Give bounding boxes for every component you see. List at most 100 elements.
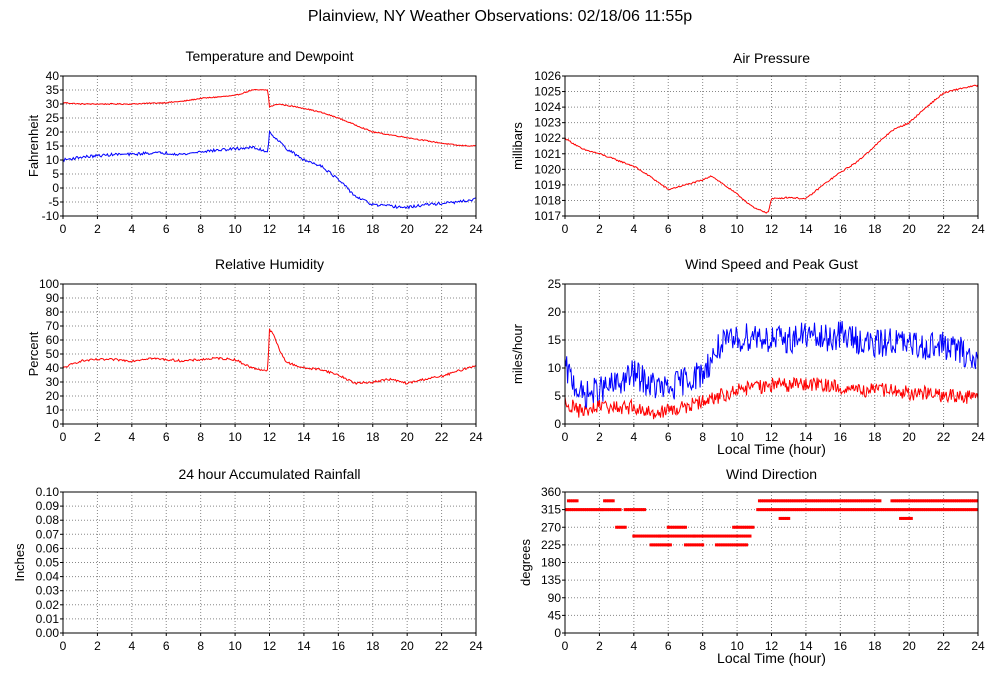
direction-point [717, 543, 721, 547]
direction-point [768, 499, 772, 503]
direction-point [779, 499, 783, 503]
direction-point [591, 508, 595, 512]
y-tick-label: 0 [554, 417, 561, 431]
x-tick-label: 8 [699, 222, 706, 236]
y-tick-label: 70 [46, 319, 60, 333]
direction-point [694, 534, 698, 538]
direction-point [797, 508, 801, 512]
direction-point [582, 508, 586, 512]
direction-point [792, 499, 796, 503]
direction-point [660, 543, 664, 547]
x-tick-label: 6 [163, 430, 170, 444]
direction-point [696, 534, 700, 538]
direction-point [899, 499, 903, 503]
direction-point [762, 499, 766, 503]
direction-point [703, 534, 707, 538]
y-axis-label: Fahrenheit [26, 115, 41, 178]
direction-point [933, 499, 937, 503]
direction-point [589, 508, 593, 512]
direction-point [934, 508, 938, 512]
plot-area [63, 328, 476, 386]
direction-point [711, 534, 715, 538]
x-tick-label: 18 [868, 222, 882, 236]
direction-point [777, 508, 781, 512]
y-tick-label: 0.07 [36, 527, 60, 541]
y-tick-label: 270 [541, 520, 561, 534]
direction-point [871, 499, 875, 503]
x-tick-label: 6 [665, 430, 672, 444]
direction-point [857, 508, 861, 512]
direction-point [974, 499, 978, 503]
direction-point [820, 508, 824, 512]
direction-point [738, 525, 742, 529]
x-tick-label: 4 [128, 430, 135, 444]
direction-point [778, 516, 782, 520]
direction-point [775, 499, 779, 503]
x-tick-label: 24 [469, 430, 483, 444]
y-tick-label: 0.10 [36, 485, 60, 499]
x-tick-label: 14 [297, 222, 311, 236]
direction-point [914, 499, 918, 503]
y-tick-label: 10 [46, 403, 60, 417]
y-tick-label: 1022 [534, 131, 561, 145]
direction-point [716, 534, 720, 538]
x-tick-label: 18 [366, 639, 380, 653]
direction-point [696, 543, 700, 547]
x-tick-label: 8 [197, 430, 204, 444]
direction-point [609, 508, 613, 512]
direction-point [739, 534, 743, 538]
y-tick-label: 1017 [534, 209, 561, 223]
direction-point [785, 499, 789, 503]
direction-point [732, 543, 736, 547]
y-tick-label: 15 [548, 333, 562, 347]
x-tick-label: 10 [228, 430, 242, 444]
direction-point [683, 543, 687, 547]
y-tick-label: 0 [554, 626, 561, 640]
direction-point [950, 499, 954, 503]
x-tick-label: 24 [971, 639, 985, 653]
direction-point [785, 516, 789, 520]
direction-point [833, 508, 837, 512]
direction-point [603, 499, 607, 503]
y-tick-label: 60 [46, 333, 60, 347]
direction-point [843, 499, 847, 503]
direction-point [932, 508, 936, 512]
direction-point [651, 543, 655, 547]
direction-point [666, 543, 670, 547]
direction-point [924, 508, 928, 512]
x-tick-label: 24 [469, 639, 483, 653]
direction-point [916, 499, 920, 503]
y-tick-label: 1020 [534, 162, 561, 176]
plot-frame [564, 283, 979, 425]
direction-point [614, 508, 618, 512]
y-tick-label: 20 [46, 125, 60, 139]
direction-point [816, 499, 820, 503]
direction-point [813, 499, 817, 503]
direction-point [760, 499, 764, 503]
x-tick-label: 18 [868, 430, 882, 444]
direction-point [787, 516, 791, 520]
series-line [565, 320, 978, 410]
x-tick-label: 14 [297, 430, 311, 444]
y-tick-label: 5 [52, 167, 59, 181]
direction-point [655, 534, 659, 538]
direction-point [593, 508, 597, 512]
x-tick-label: 10 [730, 222, 744, 236]
y-tick-label: -5 [48, 195, 59, 209]
direction-point [611, 499, 615, 503]
direction-point [803, 508, 807, 512]
direction-point [859, 508, 863, 512]
direction-point [919, 508, 923, 512]
direction-point [915, 508, 919, 512]
y-tick-label: 100 [39, 277, 59, 291]
direction-point [746, 534, 750, 538]
x-tick-label: 0 [60, 639, 67, 653]
y-tick-label: 30 [46, 97, 60, 111]
direction-point [883, 508, 887, 512]
series-line [63, 88, 476, 147]
plot-area [565, 320, 978, 420]
x-tick-label: 18 [366, 222, 380, 236]
direction-point [664, 534, 668, 538]
direction-point [942, 499, 946, 503]
direction-point [928, 508, 932, 512]
